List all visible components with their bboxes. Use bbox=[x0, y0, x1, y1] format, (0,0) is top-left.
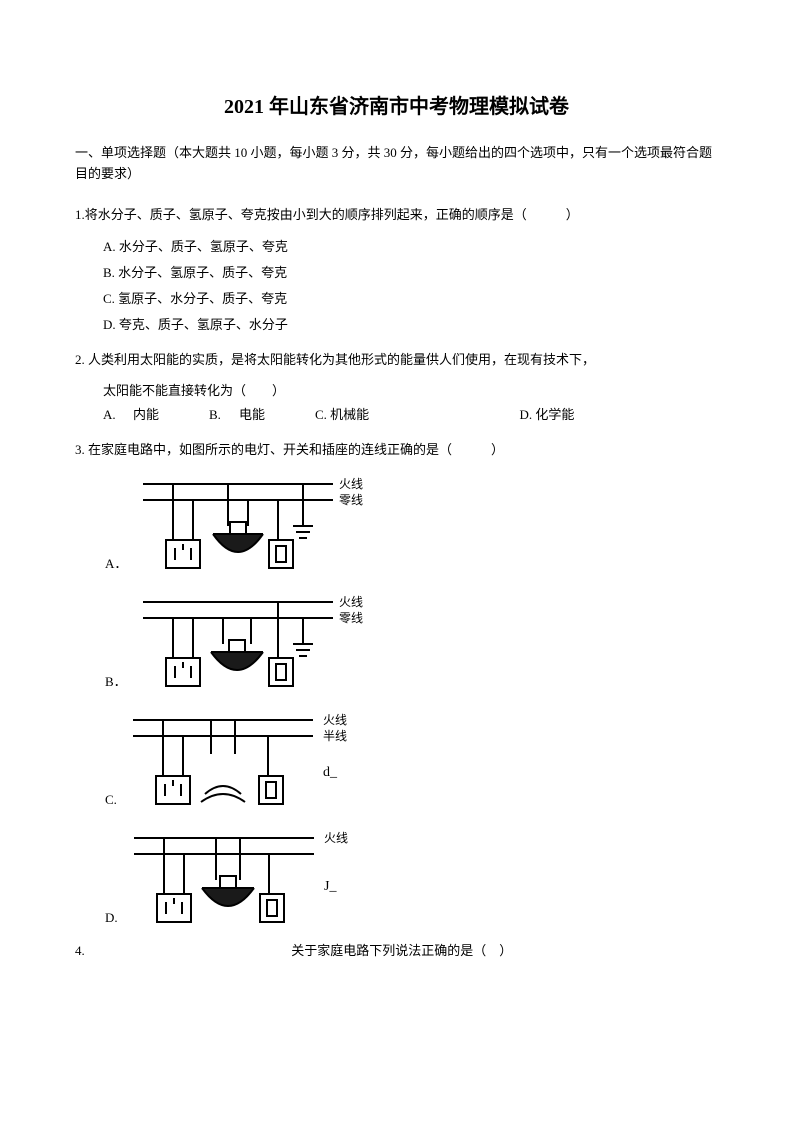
q2-option-a-label: A. bbox=[103, 406, 123, 424]
label-live: 火线 bbox=[339, 595, 363, 609]
label-neutral: 零线 bbox=[339, 493, 363, 507]
q1-option-b: B. 水分子、氢原子、质子、夸克 bbox=[103, 260, 718, 286]
q3-option-c: C. 火线 半 bbox=[105, 706, 718, 814]
label-live: 火线 bbox=[339, 477, 363, 491]
circuit-diagram-c: 火线 半线 d_ bbox=[123, 706, 353, 814]
q3-option-c-label: C. bbox=[105, 792, 117, 814]
q2-stem-line2: 太阳能不能直接转化为（ ） bbox=[75, 379, 718, 404]
circuit-diagram-a: 火线 零线 bbox=[133, 470, 363, 578]
q2-stem-line1: 2. 人类利用太阳能的实质，是将太阳能转化为其他形式的能量供人们使用，在现有技术… bbox=[75, 348, 718, 371]
q1-option-a: A. 水分子、质子、氢原子、夸克 bbox=[103, 234, 718, 260]
label-live: 火线 bbox=[324, 831, 348, 845]
q2-option-b-label: B. bbox=[209, 406, 229, 424]
q3-option-b: B． bbox=[105, 588, 718, 696]
q3-option-d: D. 火 bbox=[105, 824, 718, 932]
label-j: J_ bbox=[324, 879, 337, 894]
circuit-diagram-d: 火线 J_ bbox=[124, 824, 354, 932]
label-neutral: 零线 bbox=[339, 611, 363, 625]
q3-option-a: A． bbox=[105, 470, 718, 578]
q2-options: A. 内能 B. 电能 C. 机械能 D. 化学能 bbox=[75, 406, 718, 424]
label-live: 火线 bbox=[323, 713, 347, 727]
q2-option-d: D. 化学能 bbox=[520, 406, 719, 424]
q4-stem: 关于家庭电路下列说法正确的是（ ） bbox=[291, 943, 512, 958]
q2-option-a-text: 内能 bbox=[133, 406, 203, 424]
q3-option-b-label: B． bbox=[105, 671, 127, 696]
circuit-diagram-b: 火线 零线 bbox=[133, 588, 363, 696]
q3-option-d-label: D. bbox=[105, 910, 118, 932]
label-half: 半线 bbox=[323, 729, 347, 743]
q1-options: A. 水分子、质子、氢原子、夸克 B. 水分子、氢原子、质子、夸克 C. 氢原子… bbox=[75, 234, 718, 338]
section-heading: 一、单项选择题（本大题共 10 小题，每小题 3 分，共 30 分，每小题给出的… bbox=[75, 143, 718, 185]
q1-stem: 1.将水分子、质子、氢原子、夸克按由小到大的顺序排列起来，正确的顺序是（ ） bbox=[75, 203, 718, 226]
q1-option-c: C. 氢原子、水分子、质子、夸克 bbox=[103, 286, 718, 312]
q4-line: 4. 关于家庭电路下列说法正确的是（ ） bbox=[75, 940, 718, 959]
q3-stem: 3. 在家庭电路中，如图所示的电灯、开关和插座的连线正确的是（ ） bbox=[75, 438, 718, 461]
label-d: d_ bbox=[323, 765, 338, 780]
q3-option-a-label: A． bbox=[105, 553, 127, 578]
q2-option-c: C. 机械能 bbox=[315, 406, 514, 424]
page-title: 2021 年山东省济南市中考物理模拟试卷 bbox=[75, 90, 718, 119]
q1-option-d: D. 夸克、质子、氢原子、水分子 bbox=[103, 312, 718, 338]
q4-number: 4. bbox=[75, 943, 85, 958]
q2-option-b-text: 电能 bbox=[239, 406, 309, 424]
